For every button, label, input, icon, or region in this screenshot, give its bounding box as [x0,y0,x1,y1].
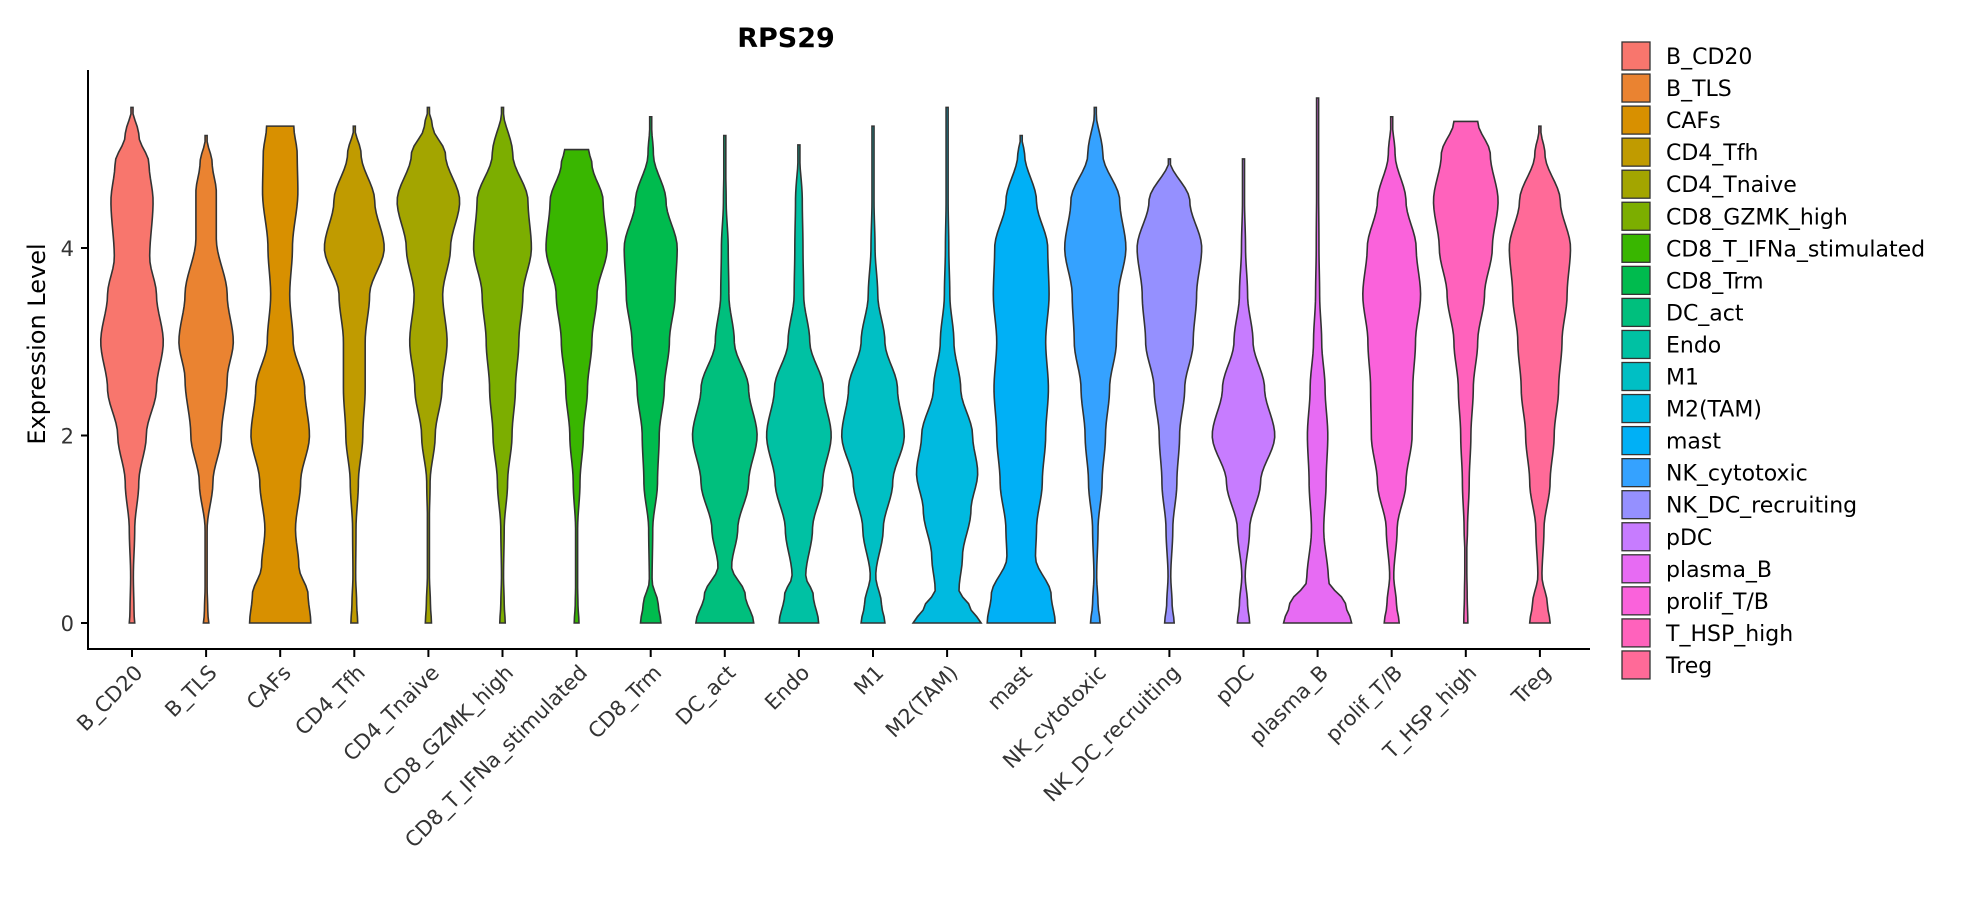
x-tick-label: CAFs [242,661,296,715]
violin-group [99,97,1572,624]
violin-nk-dc-recruiting [1136,158,1203,624]
x-tick-label: Treg [1507,661,1556,710]
legend-label: T_HSP_high [1665,622,1793,647]
x-tick-label: plasma_B [1245,661,1334,750]
y-tick-label: 2 [61,425,74,449]
violin-cafs [248,125,312,624]
legend-swatch [1621,329,1651,360]
violin-b-cd20 [99,106,165,624]
legend-label: plasma_B [1666,558,1772,583]
legend-label: mast [1666,430,1721,455]
y-tick-label: 0 [61,612,74,636]
violin-mast [986,134,1057,624]
x-axis-ticks: B_CD20 B_TLS CAFsCD4_TfhCD4_TnaiveCD8_GZMK… [72,650,1555,853]
legend-label: CD8_Trm [1666,269,1764,294]
legend-swatch [1621,393,1651,424]
x-tick-label: M2(TAM) [881,661,963,743]
violin-dc-act [691,134,758,624]
legend-swatch [1621,650,1651,680]
x-tick-label: B_CD20 [72,661,148,737]
violin-treg [1508,125,1572,624]
violin-m1 [840,125,906,624]
x-tick-label: B_TLS [160,661,222,723]
violin-pdc [1211,158,1276,624]
y-axis-label: Expression Level [23,243,51,444]
y-axis-ticks: 0 2 4 [61,237,88,636]
legend-swatch [1621,586,1651,616]
legend-swatch [1621,297,1651,328]
x-tick-label: CD8_Trm [583,661,667,745]
legend-swatch [1621,457,1651,488]
legend-swatch [1621,73,1651,103]
legend-swatch [1621,522,1651,552]
legend-label: prolif_T/B [1666,590,1769,615]
legend-label: CD4_Tfh [1666,141,1758,166]
legend-label: CD4_Tnaive [1666,173,1797,198]
x-tick-label: CD8_GZMK_high [378,661,518,801]
legend: B_CD20 B_TLS CAFs CD4_Tfh CD4_Tnaive CD8_GZMK… [1621,41,1925,680]
legend-swatch [1621,105,1651,135]
violin-cd8-trm [623,115,679,624]
legend-label: M1 [1666,366,1699,391]
legend-swatch [1621,137,1651,167]
violin-cd8-gzmk-high [472,106,533,624]
violin-prolif-t-b [1362,115,1422,624]
legend-swatch [1621,169,1651,199]
legend-label: NK_DC_recruiting [1666,494,1857,519]
violin-t-hsp-high [1432,120,1499,624]
legend-label: CAFs [1666,109,1721,134]
x-tick-label: pDC [1211,661,1259,709]
legend-swatch [1621,490,1651,520]
y-tick-label: 4 [61,237,74,261]
legend-swatch [1621,618,1651,648]
x-tick-label: Endo [760,661,814,715]
legend-swatch [1621,554,1651,584]
x-tick-label: M1 [849,661,888,700]
legend-label: B_TLS [1666,77,1732,102]
violin-cd8-t-ifna-stimulated [545,148,608,624]
violin-b-tls [178,134,235,624]
legend-swatch [1621,41,1651,71]
x-tick-label: mast [983,661,1037,715]
legend-label: B_CD20 [1666,45,1752,70]
violin-cd4-tfh [323,125,385,624]
legend-label: Treg [1665,654,1712,679]
legend-label: CD8_GZMK_high [1666,205,1848,230]
violin-endo [765,144,832,624]
violin-cd4-tnaive [396,106,461,624]
legend-swatch [1621,425,1651,456]
legend-swatch [1621,233,1651,263]
x-tick-label: NK_DC_recruiting [1039,661,1186,808]
x-tick-label: DC_act [671,661,741,731]
legend-swatch [1621,265,1651,296]
legend-swatch [1621,201,1651,231]
violin-nk-cytotoxic [1063,106,1127,624]
legend-label: Endo [1666,333,1721,358]
legend-swatch [1621,361,1651,392]
legend-label: pDC [1666,526,1712,551]
violin-m2-tam- [911,106,983,624]
chart-title: RPS29 [737,23,835,54]
legend-label: M2(TAM) [1666,398,1762,423]
legend-label: DC_act [1666,301,1744,326]
legend-label: NK_cytotoxic [1666,462,1808,487]
violin-plasma-b [1282,97,1353,624]
legend-label: CD8_T_IFNa_stimulated [1666,237,1925,262]
